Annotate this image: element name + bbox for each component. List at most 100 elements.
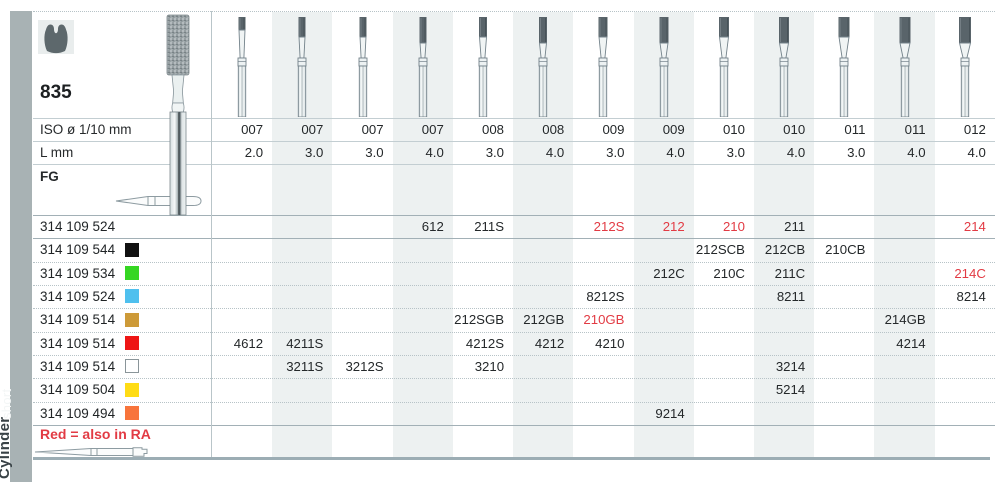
bur-column-icon (958, 17, 971, 117)
product-cell: 4210 (595, 335, 625, 351)
length-value: 3.0 (606, 145, 625, 160)
product-cell: 214C (954, 265, 986, 281)
bur-column-icon (478, 17, 488, 117)
iso-value: 008 (542, 122, 565, 137)
product-cell: 3214 (775, 358, 806, 374)
divider (33, 215, 995, 216)
iso-value: 010 (783, 122, 806, 137)
bur-column-icon (358, 17, 367, 117)
length-value: 3.0 (485, 145, 505, 160)
iso-value: 007 (361, 122, 384, 137)
sidebar (10, 11, 32, 482)
product-cell: 212 (662, 219, 685, 234)
product-cell: 8214 (956, 288, 986, 304)
color-swatch-black (125, 242, 139, 257)
product-cell: 4212S (465, 335, 505, 351)
product-cell: 212SGB (454, 312, 505, 328)
product-code: 314 109 514 (40, 335, 116, 351)
bur-column-icon (659, 17, 669, 117)
product-cell: 212S (593, 219, 625, 234)
color-swatch-orange (125, 406, 139, 421)
color-swatch-light-blue (125, 289, 139, 304)
product-cell: 211S (474, 219, 505, 234)
product-code: 314 109 494 (40, 405, 116, 421)
iso-value: 009 (602, 122, 625, 137)
shank-type-label: FG (40, 169, 59, 184)
length-value: 3.0 (365, 145, 384, 160)
bur-column-icon (538, 17, 548, 117)
iso-value: 011 (904, 122, 926, 137)
length-value: 4.0 (907, 145, 926, 160)
product-cell: 3210 (474, 358, 505, 374)
bur-column-icon (237, 17, 247, 117)
product-code: 314 109 534 (40, 265, 116, 281)
color-swatch-ochre (125, 312, 139, 327)
product-cell: 210GB (583, 312, 625, 328)
color-swatch-green (125, 266, 139, 281)
iso-value: 008 (482, 122, 505, 137)
product-cell: 4212 (534, 335, 565, 351)
color-swatch-yellow (125, 382, 139, 397)
length-value: 4.0 (786, 145, 806, 160)
product-code: 314 109 504 (40, 382, 116, 398)
row-divider (33, 331, 995, 333)
iso-value: 007 (421, 122, 444, 137)
product-cell: 4211S (286, 335, 324, 351)
product-cell: 3211S (286, 358, 324, 374)
row-divider (33, 354, 995, 356)
product-code: 314 109 514 (40, 312, 116, 328)
bur-column-icon (297, 17, 307, 117)
product-cell: 211C (774, 265, 806, 281)
product-cell: 210 (722, 219, 745, 234)
divider (33, 118, 995, 119)
product-cell: 210C (713, 265, 745, 281)
row-divider (33, 284, 995, 286)
length-row-label: L mm (40, 145, 74, 160)
product-cell: 211 (784, 219, 806, 234)
bur-column-icon (838, 17, 850, 117)
iso-value: 007 (241, 122, 264, 137)
product-cell: 3212S (345, 358, 384, 374)
column-separator (211, 11, 212, 459)
bur-photo (166, 14, 190, 216)
row-divider (33, 261, 995, 263)
bur-column-icon (779, 17, 790, 117)
product-cell: 212SCB (695, 242, 745, 258)
product-cell: 8211 (776, 288, 806, 304)
product-cell: 210CB (825, 242, 866, 258)
bur-column-icon (898, 17, 911, 117)
bur-shape-icon (38, 20, 74, 54)
bur-column-icon (418, 17, 428, 117)
page-bottom-border (33, 457, 990, 460)
length-value: 4.0 (967, 145, 986, 160)
product-cell: 212C (653, 265, 685, 281)
bur-column-icon (598, 17, 608, 117)
length-value: 3.0 (305, 145, 324, 160)
product-code: 314 109 514 (40, 358, 116, 374)
row-divider (33, 401, 995, 403)
length-value: 3.0 (847, 145, 866, 160)
iso-value: 010 (722, 122, 745, 137)
product-cell: 9214 (655, 405, 685, 421)
product-cell: 4214 (896, 335, 926, 351)
product-cell: 212CB (764, 242, 806, 258)
ra-shank-icon (34, 447, 148, 457)
ra-note: Red = also in RA (40, 426, 151, 442)
sidebar-variant-label: short (0, 388, 14, 419)
product-cell: 4612 (233, 335, 264, 351)
product-cell: 214 (963, 219, 986, 234)
sidebar-group-label: Cylinder (0, 416, 13, 479)
page-top-border (33, 11, 995, 12)
divider (33, 164, 995, 165)
row-divider (33, 308, 995, 310)
iso-value: 007 (301, 122, 324, 137)
product-code: 314 109 544 (40, 242, 116, 258)
iso-value: 011 (844, 122, 866, 137)
product-code: 314 109 524 (40, 219, 116, 234)
length-value: 4.0 (545, 145, 565, 160)
product-cell: 214GB (884, 312, 926, 328)
iso-value: 009 (662, 122, 685, 137)
length-value: 4.0 (425, 145, 444, 160)
product-cell: 612 (421, 219, 444, 234)
